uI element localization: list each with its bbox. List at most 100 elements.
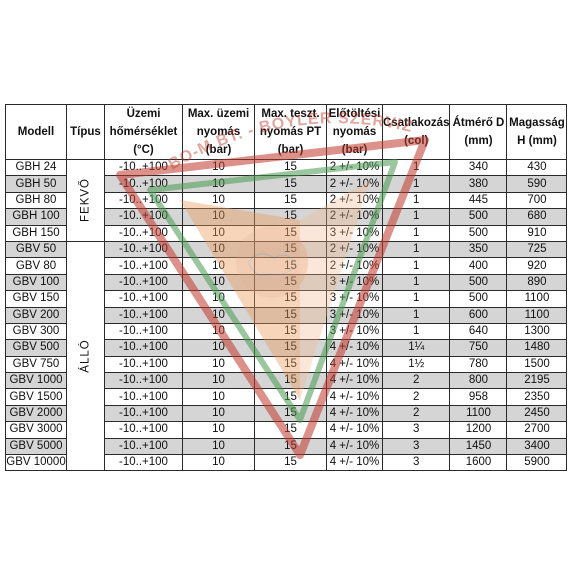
cell-diameter: 1100 bbox=[449, 404, 508, 423]
cell-diameter: 400 bbox=[449, 257, 508, 275]
cell-max-pressure: 10 bbox=[182, 273, 255, 292]
cell-temp: -10..+100 bbox=[104, 339, 183, 357]
cell-diameter: 380 bbox=[449, 175, 508, 193]
cell-model: GBH 50 bbox=[5, 175, 67, 193]
cell-connection: 1 bbox=[381, 224, 451, 242]
header-connection: Csatlakozás (col) bbox=[381, 104, 451, 160]
cell-temp: -10..+100 bbox=[104, 372, 183, 390]
cell-precharge: 2 +/- 10% bbox=[326, 257, 383, 275]
cell-height: 700 bbox=[506, 191, 568, 210]
cell-test-pressure: 15 bbox=[254, 175, 327, 193]
cell-precharge: 4 +/- 10% bbox=[326, 355, 383, 374]
header-diameter: Átmérő D (mm) bbox=[449, 104, 508, 160]
cell-max-pressure: 10 bbox=[182, 158, 255, 177]
cell-height: 2195 bbox=[506, 372, 568, 390]
cell-diameter: 600 bbox=[449, 306, 508, 324]
cell-test-pressure: 15 bbox=[254, 355, 327, 374]
cell-connection: 1 bbox=[381, 191, 451, 210]
cell-max-pressure: 10 bbox=[182, 454, 255, 472]
cell-diameter: 958 bbox=[449, 388, 508, 406]
cell-max-pressure: 10 bbox=[182, 322, 255, 341]
cell-temp: -10..+100 bbox=[104, 175, 183, 193]
cell-diameter: 500 bbox=[449, 208, 508, 226]
cell-temp: -10..+100 bbox=[104, 224, 183, 242]
cell-test-pressure: 15 bbox=[254, 322, 327, 341]
cell-model: GBV 100 bbox=[5, 273, 67, 292]
cell-max-pressure: 10 bbox=[182, 191, 255, 210]
cell-connection: 1½ bbox=[381, 355, 451, 374]
cell-test-pressure: 15 bbox=[254, 437, 327, 456]
cell-max-pressure: 10 bbox=[182, 339, 255, 357]
cell-temp: -10..+100 bbox=[104, 322, 183, 341]
cell-model: GBV 750 bbox=[5, 355, 67, 374]
cell-test-pressure: 15 bbox=[254, 208, 327, 226]
cell-max-pressure: 10 bbox=[182, 404, 255, 423]
cell-precharge: 4 +/- 10% bbox=[326, 437, 383, 456]
cell-height: 2700 bbox=[506, 421, 568, 439]
header-type: Típus bbox=[66, 104, 105, 160]
cell-diameter: 780 bbox=[449, 355, 508, 374]
cell-temp: -10..+100 bbox=[104, 306, 183, 324]
cell-diameter: 445 bbox=[449, 191, 508, 210]
cell-model: GBV 2000 bbox=[5, 404, 67, 423]
table-row: GBH 24 FEKVŐ -10..+100 10 15 2 +/- 10% 1 340 430 bbox=[5, 158, 568, 242]
cell-temp: -10..+100 bbox=[104, 191, 183, 210]
cell-diameter: 500 bbox=[449, 290, 508, 308]
cell-model: GBV 1500 bbox=[5, 388, 67, 406]
cell-connection: 1 bbox=[381, 208, 451, 226]
cell-height: 2450 bbox=[506, 404, 568, 423]
header-temp: Üzemi hőmérséklet (°C) bbox=[104, 104, 183, 160]
cell-model: GBV 80 bbox=[5, 257, 67, 275]
cell-diameter: 1600 bbox=[449, 454, 508, 472]
cell-max-pressure: 10 bbox=[182, 372, 255, 390]
spec-table: Modell Típus Üzemi hőmérséklet (°C) Max.… bbox=[5, 104, 568, 472]
cell-diameter: 500 bbox=[449, 224, 508, 242]
cell-connection: 1 bbox=[381, 273, 451, 292]
type-vertical: ÁLLÓ bbox=[66, 240, 105, 472]
cell-model: GBV 300 bbox=[5, 322, 67, 341]
cell-diameter: 350 bbox=[449, 240, 508, 259]
cell-connection: 2 bbox=[381, 372, 451, 390]
cell-precharge: 4 +/- 10% bbox=[326, 388, 383, 406]
cell-height: 1100 bbox=[506, 290, 568, 308]
cell-height: 725 bbox=[506, 240, 568, 259]
cell-precharge: 4 +/- 10% bbox=[326, 454, 383, 472]
cell-diameter: 340 bbox=[449, 158, 508, 177]
cell-temp: -10..+100 bbox=[104, 388, 183, 406]
cell-connection: 1 bbox=[381, 175, 451, 193]
header-height: Magasság H (mm) bbox=[506, 104, 568, 160]
cell-model: GBH 80 bbox=[5, 191, 67, 210]
cell-connection: 3 bbox=[381, 421, 451, 439]
cell-test-pressure: 15 bbox=[254, 257, 327, 275]
cell-temp: -10..+100 bbox=[104, 240, 183, 259]
cell-precharge: 3 +/- 10% bbox=[326, 322, 383, 341]
cell-height: 5900 bbox=[506, 454, 568, 472]
cell-precharge: 3 +/- 10% bbox=[326, 224, 383, 242]
cell-precharge: 2 +/- 10% bbox=[326, 175, 383, 193]
cell-temp: -10..+100 bbox=[104, 158, 183, 177]
cell-connection: 1 bbox=[381, 158, 451, 177]
cell-diameter: 750 bbox=[449, 339, 508, 357]
cell-connection: 3 bbox=[381, 454, 451, 472]
cell-height: 1100 bbox=[506, 306, 568, 324]
cell-temp: -10..+100 bbox=[104, 454, 183, 472]
cell-precharge: 2 +/- 10% bbox=[326, 240, 383, 259]
cell-test-pressure: 15 bbox=[254, 404, 327, 423]
cell-height: 910 bbox=[506, 224, 568, 242]
type-label: FEKVŐ bbox=[79, 178, 91, 223]
cell-precharge: 4 +/- 10% bbox=[326, 404, 383, 423]
cell-height: 1480 bbox=[506, 339, 568, 357]
cell-connection: 1 bbox=[381, 306, 451, 324]
cell-model: GBV 50 bbox=[5, 240, 67, 259]
cell-diameter: 640 bbox=[449, 322, 508, 341]
cell-model: GBH 24 bbox=[5, 158, 67, 177]
cell-test-pressure: 15 bbox=[254, 240, 327, 259]
cell-connection: 1 bbox=[381, 290, 451, 308]
header-row: Modell Típus Üzemi hőmérséklet (°C) Max.… bbox=[5, 104, 568, 160]
header-test-pressure: Max. teszt. nyomás PT (bar) bbox=[254, 104, 327, 160]
cell-model: GBV 3000 bbox=[5, 421, 67, 439]
cell-model: GBV 5000 bbox=[5, 437, 67, 456]
cell-precharge: 3 +/- 10% bbox=[326, 273, 383, 292]
cell-max-pressure: 10 bbox=[182, 388, 255, 406]
cell-test-pressure: 15 bbox=[254, 273, 327, 292]
